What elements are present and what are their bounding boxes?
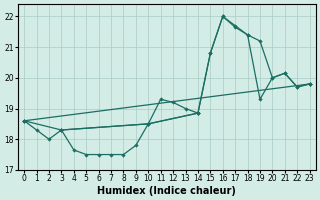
- X-axis label: Humidex (Indice chaleur): Humidex (Indice chaleur): [98, 186, 236, 196]
